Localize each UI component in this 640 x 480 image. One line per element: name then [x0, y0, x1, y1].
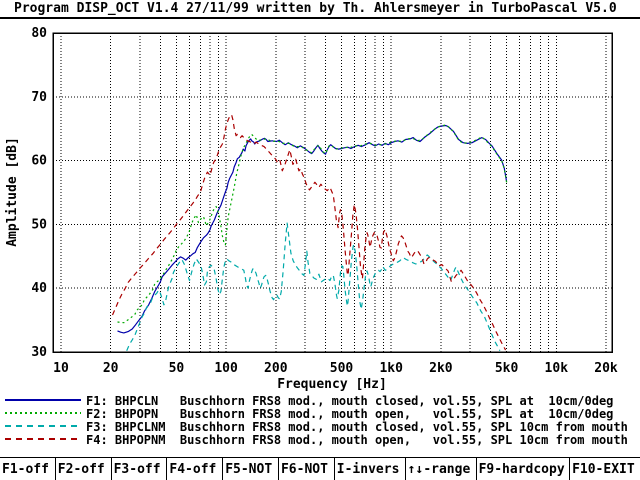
f3-line-sample	[5, 425, 81, 427]
legend-row-f2: F2: BHPOPN Buschhorn FRS8 mod., mouth op…	[0, 407, 640, 421]
curve-f4-bhpopnm	[111, 114, 507, 351]
f4-line-sample	[5, 438, 81, 440]
fkey-i-invers[interactable]: I-invers	[335, 458, 406, 480]
fkey-f6-not[interactable]: F6-NOT	[279, 458, 335, 480]
curve-f2-bhpopn	[117, 124, 508, 324]
legend-label-f2: F2: BHPOPN Buschhorn FRS8 mod., mouth op…	[86, 407, 614, 421]
x-tick-100: 100	[214, 361, 238, 376]
legend-label-f3: F3: BHPCLNM Buschhorn FRS8 mod., mouth c…	[86, 420, 628, 434]
legend-row-f3: F3: BHPCLNM Buschhorn FRS8 mod., mouth c…	[0, 420, 640, 434]
x-axis-title: Frequency [Hz]	[277, 377, 387, 392]
plot-border	[52, 32, 613, 353]
fkey-f3-off[interactable]: F3-off	[112, 458, 168, 480]
x-tick-5k0: 5k0	[495, 361, 519, 376]
x-tick-2k0: 2k0	[429, 361, 453, 376]
function-bar-separator-line	[0, 457, 640, 458]
program-title: Program DISP_OCT V1.4 27/11/99 written b…	[14, 1, 617, 16]
curve-traces	[111, 114, 508, 351]
x-axis-tick-labels: 10 20 50 100 200 500 1k0 2k0 5k0 10k 20k	[53, 361, 618, 376]
x-tick-1k0: 1k0	[379, 361, 403, 376]
legend-label-f4: F4: BHPOPNM Buschhorn FRS8 mod., mouth o…	[86, 433, 628, 447]
chart-grid	[53, 33, 612, 352]
legend-row-f1: F1: BHPCLN Buschhorn FRS8 mod., mouth cl…	[0, 394, 640, 408]
curve-f1-bhpcln	[117, 124, 508, 334]
fkey-f4-off[interactable]: F4-off	[167, 458, 224, 480]
f1-line-sample	[5, 399, 81, 401]
fkey-updown-range[interactable]: ↑↓-range	[406, 458, 477, 480]
x-tick-200: 200	[264, 361, 288, 376]
y-axis-title: Amplitude [dB]	[5, 137, 20, 247]
fkey-f1-off[interactable]: F1-off	[0, 458, 56, 480]
y-tick-70: 70	[31, 90, 47, 105]
curve-f3-bhpclnm	[126, 222, 501, 351]
title-separator-line	[0, 17, 640, 19]
x-tick-50: 50	[169, 361, 185, 376]
legend: F1: BHPCLN Buschhorn FRS8 mod., mouth cl…	[0, 394, 640, 450]
y-tick-30: 30	[31, 345, 47, 360]
x-tick-10: 10	[53, 361, 69, 376]
legend-row-f4: F4: BHPOPNM Buschhorn FRS8 mod., mouth o…	[0, 433, 640, 447]
fkey-f5-not[interactable]: F5-NOT	[223, 458, 279, 480]
x-tick-20: 20	[103, 361, 119, 376]
y-tick-40: 40	[31, 281, 47, 296]
x-tick-500: 500	[330, 361, 354, 376]
y-axis-tick-labels: 80 70 60 50 40 30	[31, 26, 47, 360]
x-tick-20k: 20k	[594, 361, 618, 376]
fkey-f9-hardcopy[interactable]: F9-hardcopy	[477, 458, 571, 480]
fkey-f2-off[interactable]: F2-off	[56, 458, 112, 480]
frequency-response-chart: 10 20 50 100 200 500 1k0 2k0 5k0 10k 20k 80 70 60 50 4…	[5, 26, 618, 392]
function-key-bar: F1-off F2-off F3-off F4-off F5-NOT F6-NO…	[0, 458, 640, 480]
f2-line-sample	[5, 412, 81, 414]
y-tick-50: 50	[31, 217, 47, 232]
y-tick-60: 60	[31, 154, 47, 169]
legend-label-f1: F1: BHPCLN Buschhorn FRS8 mod., mouth cl…	[86, 394, 614, 408]
x-tick-10k: 10k	[545, 361, 569, 376]
y-tick-80: 80	[31, 26, 47, 41]
fkey-f10-exit[interactable]: F10-EXIT	[572, 461, 635, 477]
